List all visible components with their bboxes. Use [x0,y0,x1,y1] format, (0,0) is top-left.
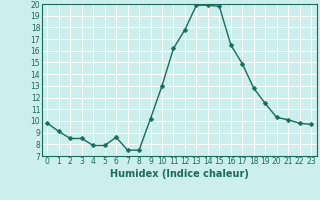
X-axis label: Humidex (Indice chaleur): Humidex (Indice chaleur) [110,169,249,179]
